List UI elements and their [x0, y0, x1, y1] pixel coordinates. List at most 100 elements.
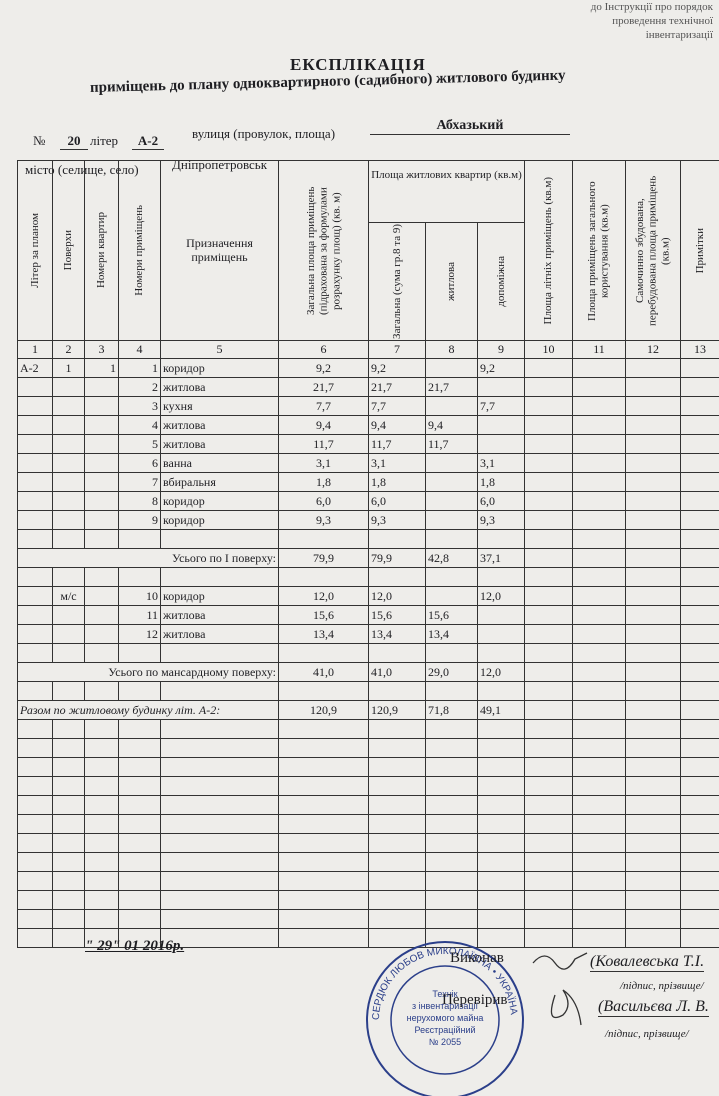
cell-total: 9,4	[278, 415, 369, 435]
empty-cell	[278, 833, 369, 853]
empty-cell	[572, 871, 626, 891]
empty-cell	[17, 567, 53, 587]
empty-cell	[524, 510, 573, 530]
cell-purpose: житлова	[160, 377, 279, 397]
empty-cell	[52, 795, 85, 815]
empty-cell	[52, 396, 85, 416]
empty-cell	[680, 548, 719, 568]
empty-cell	[278, 776, 369, 796]
empty-cell	[477, 909, 525, 929]
cell-living-total: 79,9	[368, 548, 426, 568]
summary-label: Разом по житловому будинку літ. А-2:	[17, 700, 279, 720]
empty-cell	[625, 586, 681, 606]
empty-cell	[680, 529, 719, 549]
empty-cell	[524, 643, 573, 663]
empty-cell	[84, 757, 119, 777]
stamp-inner	[390, 965, 500, 1075]
empty-cell	[160, 757, 279, 777]
empty-cell	[160, 871, 279, 891]
empty-cell	[84, 605, 119, 625]
empty-cell	[477, 795, 525, 815]
empty-cell	[52, 510, 85, 530]
cell-room: 8	[118, 491, 161, 511]
cell-total: 21,7	[278, 377, 369, 397]
table-row: 2 житлова 21,7 21,7 21,7	[17, 377, 719, 397]
cell-living-total: 21,7	[368, 377, 426, 397]
empty-cell	[680, 624, 719, 644]
column-number: 5	[160, 340, 279, 359]
column-header: Номери приміщень	[118, 160, 161, 341]
stamp-line: з інвентаризації	[412, 1001, 479, 1011]
empty-cell	[160, 795, 279, 815]
empty-cell	[368, 643, 426, 663]
empty-cell	[477, 681, 525, 701]
empty-cell	[625, 814, 681, 834]
empty-cell	[680, 852, 719, 872]
empty-cell	[680, 453, 719, 473]
empty-cell	[52, 681, 85, 701]
stamp-line: Реєстраційний	[414, 1025, 475, 1035]
cell-total: 6,0	[278, 491, 369, 511]
cell-room: 3	[118, 396, 161, 416]
empty-cell	[84, 890, 119, 910]
empty-cell	[572, 434, 626, 454]
empty-cell	[477, 852, 525, 872]
empty-cell	[425, 757, 478, 777]
empty-cell	[524, 814, 573, 834]
cell-total: 3,1	[278, 453, 369, 473]
cell-living: 42,8	[425, 548, 478, 568]
empty-cell	[524, 795, 573, 815]
empty-cell	[680, 567, 719, 587]
cell-living: 21,7	[425, 377, 478, 397]
empty-cell	[160, 833, 279, 853]
empty-cell	[160, 643, 279, 663]
empty-cell	[52, 434, 85, 454]
empty-cell	[278, 871, 369, 891]
empty-cell	[17, 890, 53, 910]
empty-cell	[425, 795, 478, 815]
empty-cell	[17, 510, 53, 530]
table-row	[17, 776, 719, 796]
empty-cell	[625, 757, 681, 777]
table-row	[17, 814, 719, 834]
column-number: 8	[425, 340, 478, 359]
cell-living: 13,4	[425, 624, 478, 644]
column-header-text: Поверхи	[62, 230, 75, 271]
cell-auxiliary: 1,8	[477, 472, 525, 492]
summary-label: Усього по мансардному поверху:	[17, 662, 279, 682]
empty-cell	[572, 738, 626, 758]
empty-cell	[84, 833, 119, 853]
cell-auxiliary: 37,1	[477, 548, 525, 568]
empty-cell	[572, 586, 626, 606]
empty-cell	[84, 643, 119, 663]
empty-cell	[368, 567, 426, 587]
table-row: 5 житлова 11,7 11,7 11,7	[17, 434, 719, 454]
street: Абхазький	[370, 118, 570, 135]
empty-cell	[625, 434, 681, 454]
empty-cell	[425, 358, 478, 378]
cell-living-total: 13,4	[368, 624, 426, 644]
empty-cell	[84, 909, 119, 929]
cell-auxiliary: 9,2	[477, 358, 525, 378]
empty-cell	[278, 909, 369, 929]
empty-cell	[625, 358, 681, 378]
cell-purpose: ванна	[160, 453, 279, 473]
cell-purpose: житлова	[160, 434, 279, 454]
empty-cell	[625, 852, 681, 872]
empty-cell	[625, 548, 681, 568]
empty-cell	[368, 833, 426, 853]
empty-cell	[17, 719, 53, 739]
empty-cell	[572, 909, 626, 929]
cell-total: 120,9	[278, 700, 369, 720]
empty-cell	[680, 700, 719, 720]
cell-total: 79,9	[278, 548, 369, 568]
empty-cell	[625, 491, 681, 511]
column-header: Загальна (сума гр.8 та 9)	[368, 222, 426, 341]
empty-cell	[17, 681, 53, 701]
empty-cell	[524, 833, 573, 853]
cell-living: 29,0	[425, 662, 478, 682]
empty-cell	[425, 643, 478, 663]
empty-cell	[368, 529, 426, 549]
executed-name: (Ковалевська Т.І.	[590, 953, 705, 972]
column-header-text: Площа літніх приміщень (кв.м)	[542, 176, 555, 325]
